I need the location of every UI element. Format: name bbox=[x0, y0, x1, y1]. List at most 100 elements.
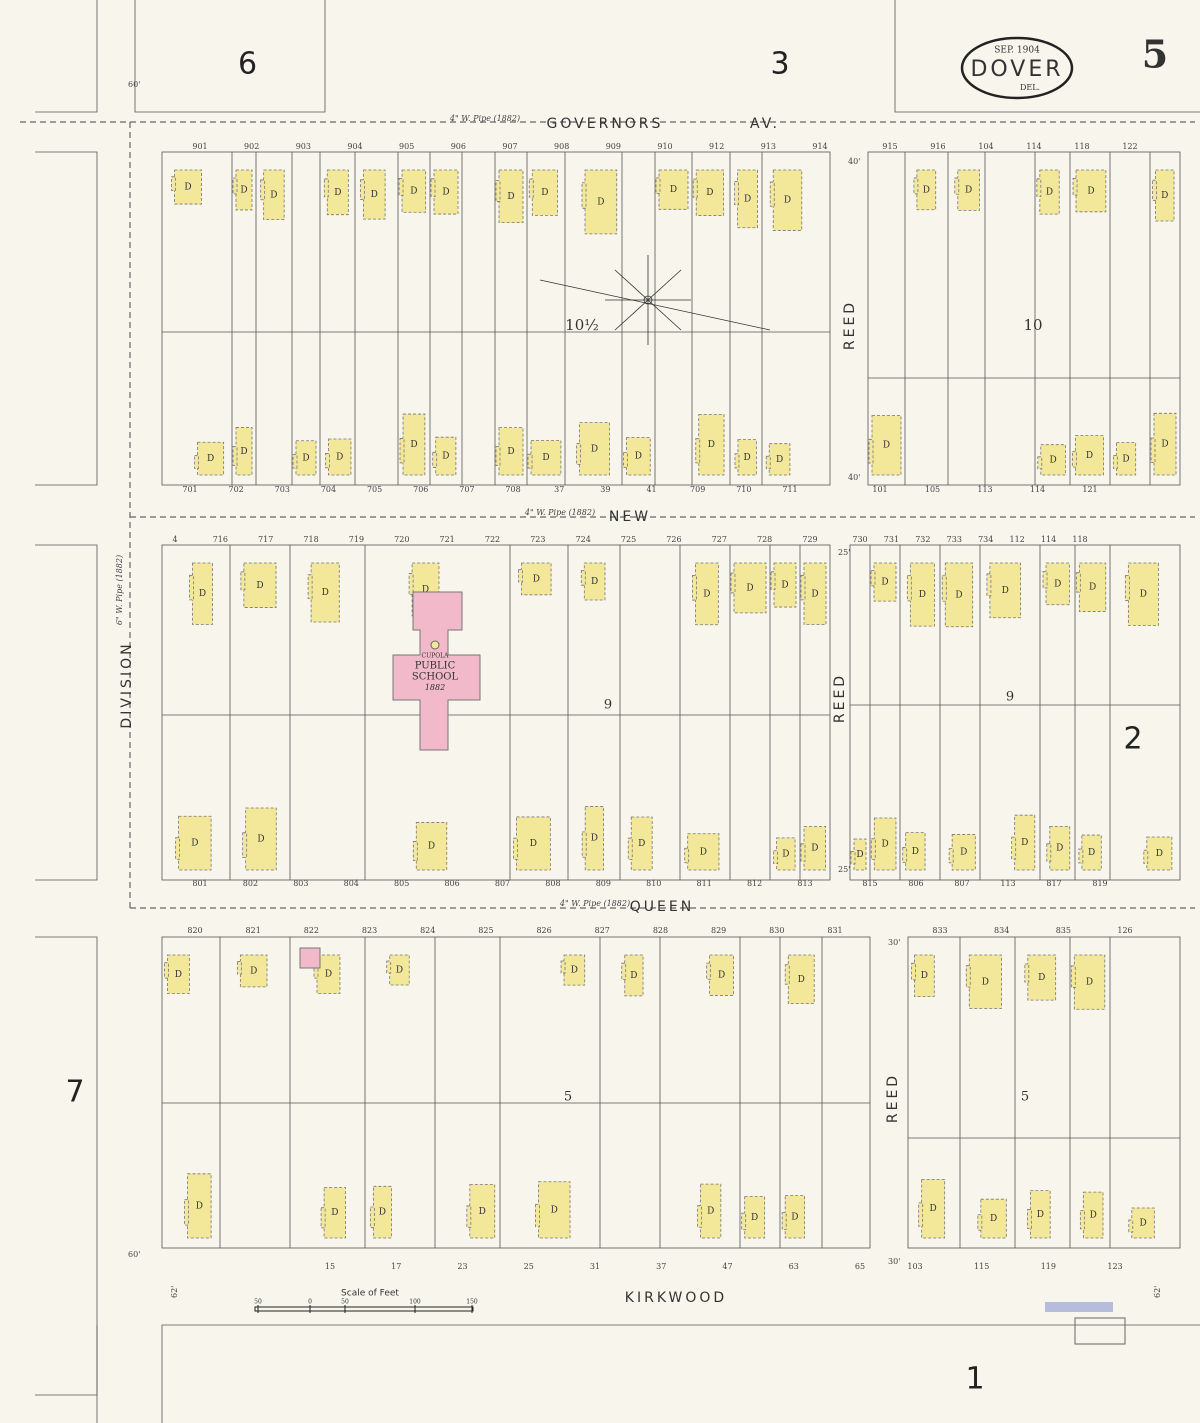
house-number: 831 bbox=[827, 926, 842, 935]
street-width: 62' bbox=[170, 1286, 179, 1298]
building-code: D bbox=[270, 190, 277, 200]
house-number: 915 bbox=[882, 142, 897, 151]
house-number: 806 bbox=[444, 879, 459, 888]
house-number: 811 bbox=[697, 879, 712, 888]
cartouche bbox=[960, 36, 1074, 100]
dwelling bbox=[787, 954, 815, 1005]
house-number: 701 bbox=[182, 485, 197, 494]
dwelling bbox=[1040, 444, 1066, 476]
building-code: D bbox=[856, 850, 863, 860]
porch bbox=[621, 962, 627, 980]
dwelling bbox=[187, 1173, 212, 1239]
house-number: 733 bbox=[947, 535, 962, 544]
porch bbox=[399, 438, 405, 464]
compass bbox=[539, 255, 771, 345]
pipe-label: 6" W. Pipe (1882) bbox=[115, 555, 124, 625]
porch bbox=[800, 843, 806, 862]
porch bbox=[706, 962, 712, 980]
dwelling bbox=[521, 562, 552, 596]
street-name: GOVERNORS bbox=[547, 116, 664, 132]
house-number: 802 bbox=[243, 879, 258, 888]
building-code: D bbox=[191, 839, 198, 849]
building-code: D bbox=[410, 440, 417, 450]
building-code: D bbox=[960, 848, 967, 858]
porch bbox=[734, 453, 740, 469]
dwelling bbox=[921, 1179, 946, 1239]
porch bbox=[684, 847, 690, 864]
house-number: 709 bbox=[690, 485, 705, 494]
porch bbox=[1024, 963, 1030, 983]
house-number: 702 bbox=[229, 485, 244, 494]
building-code: D bbox=[479, 1207, 486, 1217]
house-number: 903 bbox=[296, 142, 311, 151]
dwelling bbox=[1073, 954, 1106, 1010]
house-number: 905 bbox=[399, 142, 414, 151]
house-number: 710 bbox=[736, 485, 751, 494]
school-label: PUBLIC bbox=[415, 661, 456, 672]
house-number: 731 bbox=[884, 535, 899, 544]
building-code: D bbox=[591, 577, 598, 587]
dwelling bbox=[951, 834, 976, 871]
house-number: 803 bbox=[293, 879, 308, 888]
house-number: 914 bbox=[812, 142, 827, 151]
porch bbox=[850, 850, 856, 865]
dwelling bbox=[687, 833, 720, 871]
building-code: D bbox=[591, 834, 598, 844]
building-code: D bbox=[912, 847, 919, 857]
building-code: D bbox=[1140, 590, 1147, 600]
water-pipes bbox=[20, 121, 1195, 909]
building-code: D bbox=[331, 1208, 338, 1218]
scale-tick-label: 100 bbox=[409, 1299, 421, 1306]
house-number: 703 bbox=[275, 485, 290, 494]
house-number: 63 bbox=[789, 1262, 799, 1271]
block-outline bbox=[161, 936, 871, 1249]
house-number: 37 bbox=[656, 1262, 666, 1271]
porch bbox=[369, 1206, 375, 1229]
dwelling bbox=[243, 562, 277, 608]
house-number: 717 bbox=[258, 535, 273, 544]
dwelling bbox=[626, 437, 651, 476]
house-number: 902 bbox=[244, 142, 259, 151]
building-code: D bbox=[923, 185, 930, 195]
house-number: 912 bbox=[709, 142, 724, 151]
dwelling bbox=[871, 415, 902, 476]
porch bbox=[164, 962, 169, 979]
house-number: 908 bbox=[554, 142, 569, 151]
lots bbox=[161, 151, 1181, 1249]
street-width: 60' bbox=[128, 1250, 140, 1259]
house-number: 828 bbox=[653, 926, 668, 935]
pink-building bbox=[299, 947, 321, 969]
building-code: D bbox=[670, 185, 677, 195]
porch bbox=[695, 438, 701, 464]
dwelling bbox=[316, 954, 341, 994]
porch bbox=[627, 837, 633, 860]
building-code: D bbox=[955, 590, 962, 600]
dwelling bbox=[372, 1185, 392, 1239]
house-number: 727 bbox=[712, 535, 727, 544]
house-number: 114 bbox=[1030, 485, 1045, 494]
porch bbox=[175, 837, 181, 860]
house-number: 906 bbox=[451, 142, 466, 151]
porch bbox=[1037, 456, 1043, 470]
porch bbox=[1079, 1210, 1085, 1230]
porch bbox=[913, 177, 919, 195]
porch bbox=[232, 177, 238, 195]
building-code: D bbox=[638, 839, 645, 849]
house-number: 801 bbox=[192, 879, 207, 888]
dwelling bbox=[389, 954, 410, 986]
dwelling bbox=[579, 422, 610, 476]
block-number: 5 bbox=[564, 1090, 572, 1105]
house-number: 118 bbox=[1072, 535, 1087, 544]
block-outline bbox=[849, 544, 1181, 881]
porch bbox=[1143, 849, 1149, 864]
porch bbox=[906, 575, 912, 602]
porch bbox=[1070, 965, 1076, 988]
house-number: 835 bbox=[1056, 926, 1071, 935]
house-number: 17 bbox=[391, 1262, 401, 1271]
scale-tick-label: 50 bbox=[341, 1299, 349, 1306]
dwelling bbox=[768, 443, 791, 476]
building-code: D bbox=[798, 975, 805, 985]
house-number: 729 bbox=[802, 535, 817, 544]
dwelling bbox=[584, 169, 618, 235]
porch bbox=[581, 182, 587, 209]
